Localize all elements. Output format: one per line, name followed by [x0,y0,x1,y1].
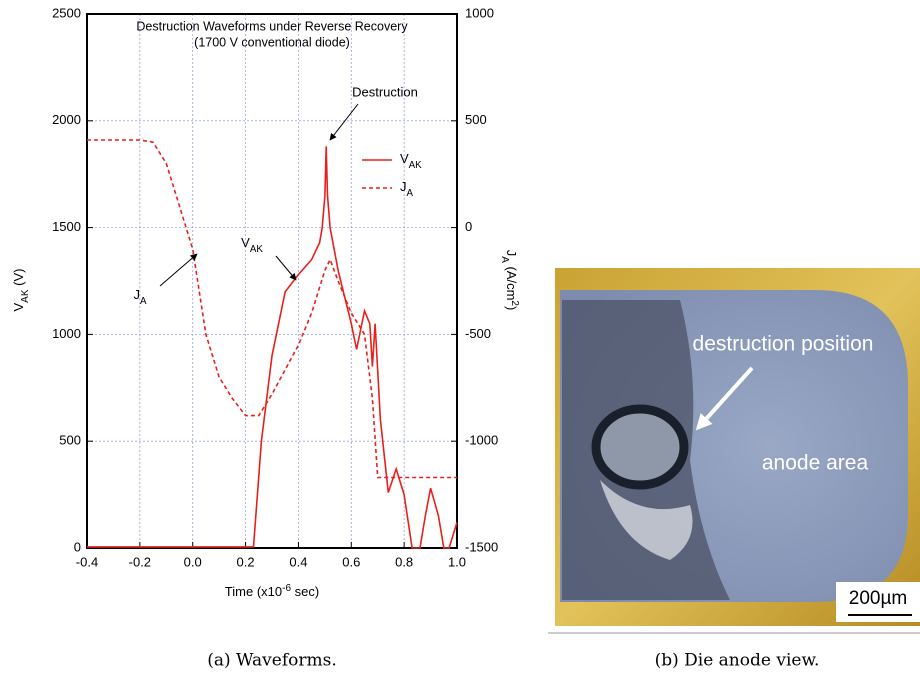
y2-tick-label: -1000 [465,433,498,448]
y-axis-label-part: AK [20,289,31,303]
x-tick-label: -0.4 [76,554,98,569]
chart-title: (1700 V conventional diode) [194,35,350,49]
y2-axis-label-part: A [499,256,510,263]
photo-label: destruction position [693,333,874,356]
y-tick-label: 500 [59,433,81,448]
x-tick-label: 0.6 [342,554,360,569]
annotation: JA [133,287,147,306]
photo-label: anode area [762,452,869,475]
y-tick-label: 1000 [52,326,81,341]
x-tick-label: 0.8 [395,554,413,569]
x-tick-label: 0.4 [289,554,307,569]
y2-axis-label-part: 2 [509,300,520,306]
x-tick-label: -0.2 [129,554,151,569]
legend-label: VAK [400,151,422,170]
y-tick-label: 2000 [52,112,81,127]
series-line [87,139,457,479]
series-line [87,146,458,549]
y2-axis-label-part: (A/cm [504,263,519,301]
y2-tick-label: -500 [465,326,491,341]
x-tick-label: 1.0 [448,554,466,569]
annotation-arrow [159,253,198,287]
y2-tick-label: 500 [465,112,487,127]
annotation: VAK [241,235,263,254]
x-tick-label: 0.0 [184,554,202,569]
y2-tick-label: 0 [465,219,472,234]
x-axis-label: Time (x10-6 sec) [225,583,319,600]
die-photo [555,268,920,626]
x-axis-label-part: Time (x10 [225,584,282,599]
y2-axis-label-part: ) [504,306,519,310]
annotation-arrow [329,103,359,141]
x-axis-label-part: sec) [291,584,319,599]
y-axis-label: VAK (V) [11,269,30,312]
legend-label: JA [400,179,414,198]
annotation-arrow [275,255,297,281]
y2-axis-label: JA (A/cm2) [499,250,520,311]
y-tick-label: 0 [74,539,81,554]
annotation: Destruction [352,84,418,99]
y2-tick-label: 1000 [465,5,494,20]
y2-tick-label: -1500 [465,539,498,554]
caption: (b) Die anode view. [655,651,820,671]
y-axis-label-part: (V) [11,269,26,290]
y-tick-label: 1500 [52,219,81,234]
scale-bar-label: 200µm [849,588,907,609]
y2-axis-label-part: J [504,250,519,257]
x-axis-label-part: -6 [282,583,291,594]
caption: (a) Waveforms. [207,651,337,671]
y-axis-label-part: V [11,302,26,311]
y-tick-label: 2500 [52,5,81,20]
plot-frame [86,13,458,549]
x-tick-label: 0.2 [237,554,255,569]
chart-title: Destruction Waveforms under Reverse Reco… [136,19,408,33]
